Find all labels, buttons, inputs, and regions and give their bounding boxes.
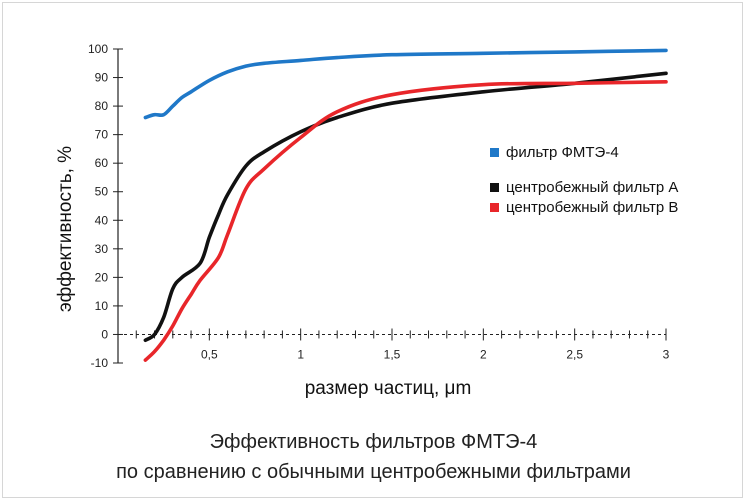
x-tick-label: 1: [297, 347, 304, 361]
x-axis-title: размер частиц, μm: [305, 378, 472, 399]
y-tick-label: 60: [95, 156, 109, 170]
series-line-fmte4: [143, 48, 668, 120]
x-tick-label: 2,5: [566, 347, 583, 361]
y-tick-label: 30: [95, 242, 109, 256]
legend-swatch-filter-b: [490, 203, 499, 212]
y-tick-label: 0: [101, 327, 108, 341]
series-lines: [143, 48, 668, 362]
legend-swatch-filter-a: [490, 183, 499, 192]
y-tick-label: 10: [95, 299, 109, 313]
y-axis-title: эффективность, %: [55, 146, 76, 312]
y-tick-label: 80: [95, 99, 109, 113]
legend-swatch-fmte4: [490, 148, 499, 157]
x-tick-label: 0,5: [201, 347, 218, 361]
x-tick-label: 3: [663, 347, 670, 361]
legend-label-fmte4: фильтр ФМТЭ-4: [506, 144, 619, 161]
x-tick-label: 2: [480, 347, 487, 361]
series-line-filter-b: [143, 80, 668, 362]
x-tick-label: 1,5: [384, 347, 401, 361]
y-ticks: -10 0 10 20 30 40 50 60 70 80 90 100: [88, 42, 123, 370]
y-tick-label: 50: [95, 185, 109, 199]
y-tick-label: 20: [95, 270, 109, 284]
caption-line-1: Эффективность фильтров ФМТЭ-4: [209, 431, 538, 453]
efficiency-chart: -10 0 10 20 30 40 50 60 70 80 90 100 0,5 1 1,5 2 2,5 3 э…: [55, 42, 678, 399]
caption-line-2: по сравнению с обычными центробежными фи…: [116, 461, 631, 483]
x-ticks: 0,5 1 1,5 2 2,5 3: [135, 328, 670, 361]
y-tick-label: 40: [95, 213, 109, 227]
y-tick-label: 70: [95, 128, 109, 142]
y-tick-label: 90: [95, 71, 109, 85]
series-line-filter-a: [143, 71, 668, 342]
y-tick-label: -10: [91, 356, 109, 370]
legend: фильтр ФМТЭ-4 центробежный фильтр А центро…: [490, 144, 678, 216]
legend-label-filter-a: центробежный фильтр А: [506, 179, 678, 196]
legend-label-filter-b: центробежный фильтр В: [506, 199, 678, 216]
y-tick-label: 100: [88, 42, 108, 56]
